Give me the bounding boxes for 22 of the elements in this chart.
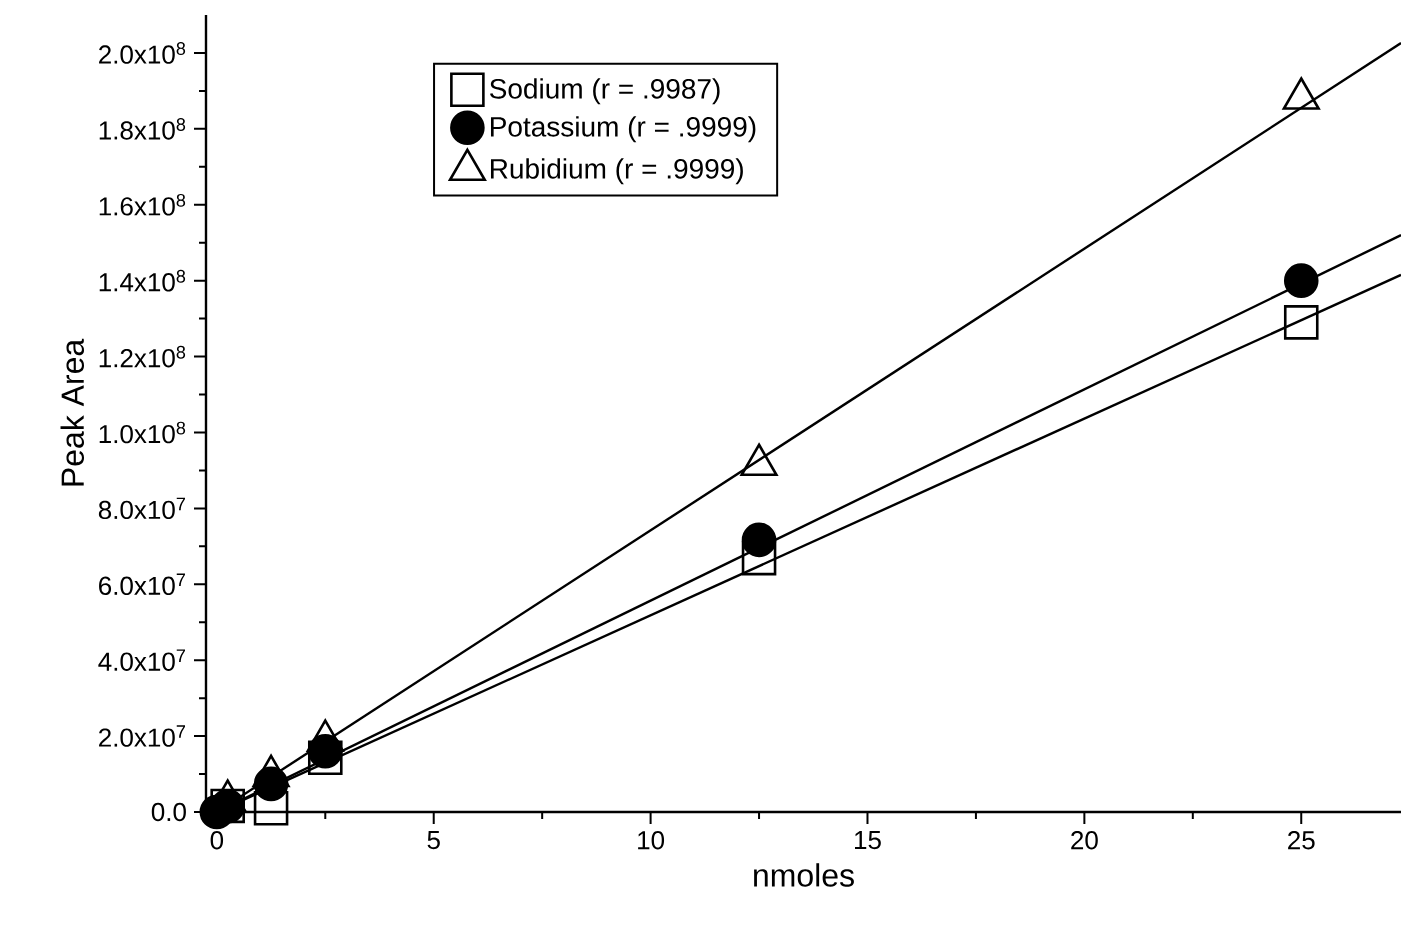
- x-tick-label: 10: [638, 831, 665, 850]
- y-tick-label: 8.0x10$^{7}$: [98, 497, 185, 520]
- y-tick-label: 6.0x10$^{7}$: [99, 573, 185, 596]
- y-tick-label: 1.2x10$^{8}$: [99, 345, 186, 368]
- x-tick-label: 25: [1288, 831, 1315, 850]
- x-axis-title: nmoles: [754, 863, 854, 887]
- y-tick-label: 1.8x10$^{8}$: [99, 118, 186, 140]
- y-tick-label: 2.0x10$^{8}$: [99, 42, 186, 64]
- y-tick-label: 2.0x10$^{7}$: [99, 725, 185, 747]
- y-tick-label: 1.6x10$^{8}$: [99, 193, 186, 216]
- legend-label: Sodium (r = .9987): [489, 78, 720, 105]
- y-tick-label: 4.0x10$^{7}$: [98, 649, 185, 671]
- y-axis-title: Peak Area: [60, 338, 85, 486]
- x-tick-label: 15: [855, 831, 881, 850]
- y-tick-label: 0.0: [151, 802, 186, 822]
- x-tick-label: 20: [1071, 831, 1098, 850]
- x-tick-label: 5: [427, 831, 440, 850]
- x-tick-label: 0: [210, 831, 224, 850]
- y-tick-label: 1.4x10$^{8}$: [99, 269, 186, 292]
- y-tick-label: 1.0x10$^{8}$: [99, 421, 186, 444]
- legend-label: Potassium (r = .9999): [490, 116, 756, 143]
- legend-label: Rubidium (r = .9999): [490, 158, 743, 185]
